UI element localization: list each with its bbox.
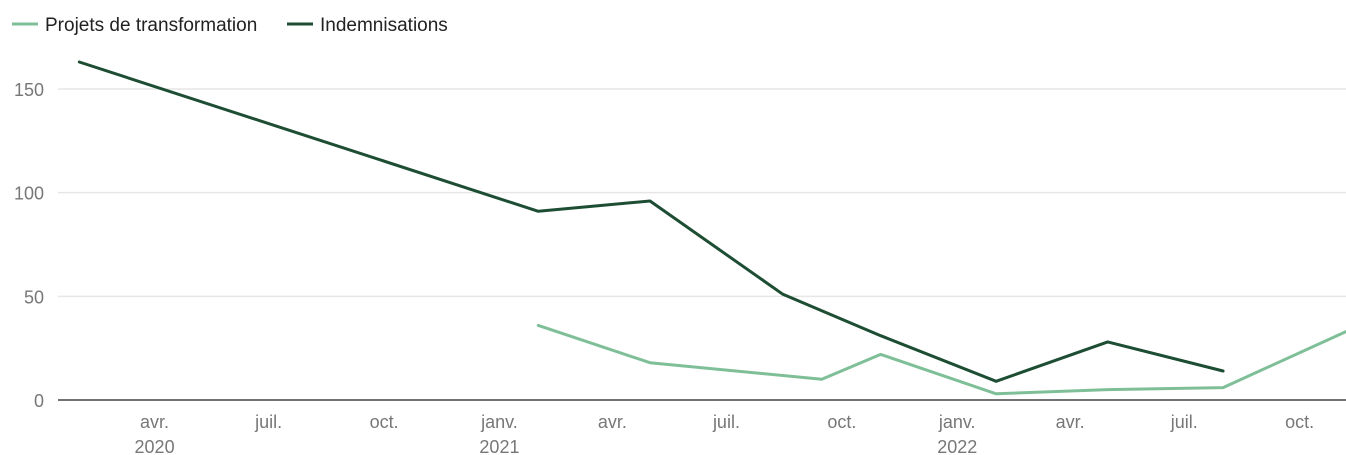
y-tick-label: 100	[14, 184, 44, 204]
y-tick-label: 50	[24, 287, 44, 307]
x-tick-label: oct.	[370, 412, 399, 432]
x-tick-label: janv.	[480, 412, 518, 432]
x-tick-label: avr.	[140, 412, 169, 432]
x-axis-ticks: avr. 2020 juil. oct. janv. 2021 avr. juil. oct. j…	[135, 412, 1315, 455]
legend: Projets de transformation Indemnisations	[12, 15, 448, 36]
y-tick-label: 150	[14, 80, 44, 100]
x-tick-label: oct.	[1285, 412, 1314, 432]
x-tick-label: juil.	[712, 412, 740, 432]
legend-label-indemnisations: Indemnisations	[320, 15, 448, 36]
x-tick-year-label: 2021	[479, 437, 519, 455]
series-line-projets	[536, 323, 1346, 396]
y-axis-ticks: 0 50 100 150	[14, 80, 44, 411]
x-tick-label: juil.	[1170, 412, 1198, 432]
x-tick-label: avr.	[598, 412, 627, 432]
gridlines	[58, 88, 1346, 298]
x-tick-label: juil.	[254, 412, 282, 432]
legend-label-projets: Projets de transformation	[45, 15, 257, 36]
series-line-indemnisations	[77, 60, 1225, 383]
x-tick-label: avr.	[1056, 412, 1085, 432]
series-lines	[77, 60, 1346, 396]
x-tick-label: oct.	[827, 412, 856, 432]
x-tick-label: janv.	[938, 412, 976, 432]
x-tick-year-label: 2020	[135, 437, 175, 455]
y-tick-label: 0	[34, 391, 44, 411]
x-tick-year-label: 2022	[937, 437, 977, 455]
